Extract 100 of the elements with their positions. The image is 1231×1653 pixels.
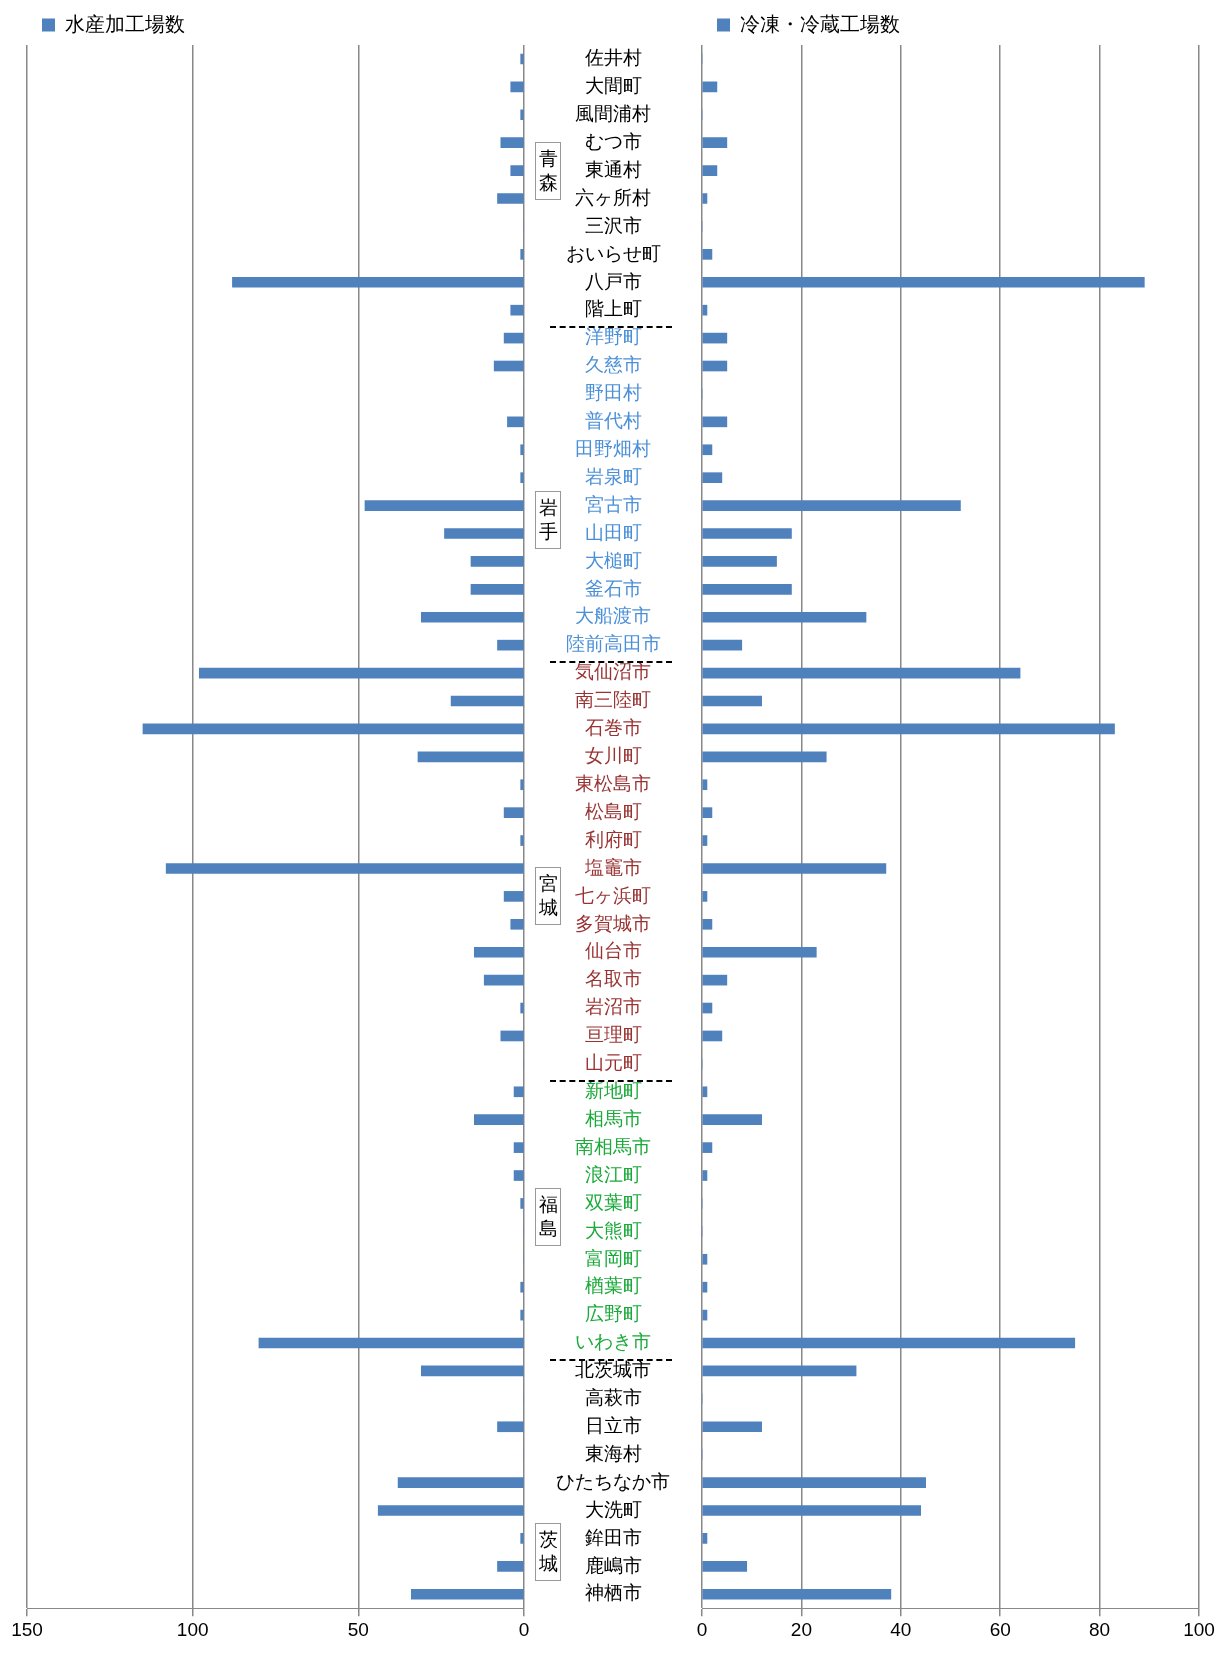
- y-tick-label: 大間町: [584, 75, 642, 97]
- bar: [702, 1114, 762, 1126]
- bar: [420, 611, 524, 623]
- x-tick-label: 40: [890, 1618, 912, 1640]
- y-tick-label: 洋野町: [584, 326, 642, 348]
- bar: [702, 667, 1021, 679]
- bar: [702, 304, 708, 316]
- y-tick-label: 楢葉町: [584, 1275, 642, 1297]
- bar: [520, 1198, 524, 1209]
- y-tick-label: 風間浦村: [575, 103, 651, 125]
- y-tick-label: 亘理町: [584, 1024, 642, 1046]
- text: 茨城: [535, 1523, 561, 1582]
- y-tick-label: 岩沼市: [584, 996, 642, 1018]
- bar: [702, 81, 718, 93]
- x-tick-label: 0: [696, 1618, 708, 1640]
- bar: [702, 779, 708, 791]
- y-tick-label: 野田村: [584, 382, 642, 404]
- bar: [702, 444, 713, 456]
- text: 岩手: [535, 490, 561, 549]
- y-tick-label: 石巻市: [584, 717, 642, 739]
- bar: [702, 695, 762, 707]
- x-tick-label: 100: [1183, 1618, 1215, 1640]
- bar: [470, 584, 524, 595]
- bar: [702, 1170, 708, 1181]
- bar: [520, 109, 524, 121]
- bar: [497, 639, 524, 651]
- bar: [497, 1421, 524, 1433]
- bar: [702, 807, 713, 818]
- x-tick-label: 80: [1089, 1618, 1111, 1640]
- bar: [702, 1086, 708, 1098]
- bar: [520, 249, 524, 260]
- bar: [483, 974, 524, 986]
- bar: [702, 276, 1145, 288]
- bar: [702, 835, 708, 846]
- x-tick-label: 150: [11, 1618, 43, 1640]
- bar: [473, 946, 524, 958]
- y-tick-label: 普代村: [584, 410, 642, 432]
- y-tick-label: 鹿嶋市: [584, 1554, 642, 1576]
- y-tick-label: 山田町: [584, 521, 642, 543]
- y-tick-label: 仙台市: [584, 940, 642, 962]
- bar: [520, 779, 524, 791]
- y-tick-label: 久慈市: [584, 354, 642, 376]
- y-tick-label: 塩竈市: [583, 856, 642, 878]
- y-tick-label: 鉾田市: [584, 1526, 642, 1548]
- y-tick-label: 双葉町: [584, 1191, 642, 1213]
- bar: [520, 53, 524, 65]
- bar: [702, 1281, 708, 1293]
- bar: [702, 332, 728, 344]
- bar: [702, 249, 713, 260]
- y-tick-label: 神栖市: [584, 1582, 642, 1604]
- bar: [411, 1588, 524, 1600]
- bar: [497, 1561, 524, 1572]
- bar: [503, 891, 524, 902]
- bar: [364, 500, 524, 511]
- bar: [510, 81, 524, 93]
- bar: [520, 1002, 524, 1014]
- bar: [702, 165, 718, 176]
- bar: [503, 332, 524, 344]
- legend-label: 水産加工場数: [65, 12, 185, 35]
- bar: [702, 723, 1115, 735]
- y-tick-label: 日立市: [584, 1414, 642, 1436]
- bar: [702, 1142, 713, 1153]
- x-tick-label: 50: [347, 1618, 369, 1640]
- bar: [510, 304, 524, 316]
- bar: [500, 137, 524, 149]
- bar: [520, 472, 524, 483]
- y-tick-label: 大洗町: [584, 1498, 642, 1520]
- bar: [500, 1030, 524, 1042]
- text: 福島: [535, 1188, 561, 1247]
- y-tick-label: 浪江町: [584, 1163, 642, 1185]
- y-tick-label: 大槌町: [584, 549, 642, 571]
- y-tick-label: 八戸市: [584, 270, 642, 292]
- bar: [702, 611, 867, 623]
- x-tick-label: 0: [518, 1618, 530, 1640]
- y-tick-label: いわき市: [575, 1331, 651, 1353]
- y-tick-label: 多賀城市: [575, 912, 651, 934]
- y-tick-label: 宮古市: [584, 493, 642, 515]
- y-tick-label: 東松島市: [575, 772, 651, 794]
- bar: [702, 1477, 926, 1488]
- y-tick-label: ひたちなか市: [556, 1470, 670, 1492]
- bar: [702, 360, 728, 372]
- y-tick-label: 三沢市: [584, 214, 642, 236]
- y-tick-label: おいらせ町: [565, 242, 661, 264]
- bar: [702, 528, 792, 539]
- bar: [473, 1114, 524, 1126]
- bar: [702, 1533, 708, 1544]
- bar: [702, 946, 817, 958]
- bar: [702, 416, 728, 428]
- bar: [513, 1170, 524, 1181]
- bar: [702, 751, 827, 763]
- y-tick-label: 陸前高田市: [565, 633, 661, 655]
- y-tick-label: 七ヶ浜町: [575, 884, 651, 906]
- y-tick-label: 新地町: [584, 1080, 642, 1102]
- y-tick-label: 利府町: [584, 828, 642, 850]
- bar: [450, 695, 524, 707]
- bar: [702, 1309, 708, 1321]
- bar: [520, 1533, 524, 1544]
- text: 宮城: [535, 867, 561, 926]
- y-tick-label: 松島町: [584, 800, 642, 822]
- y-tick-label: 東通村: [584, 158, 642, 180]
